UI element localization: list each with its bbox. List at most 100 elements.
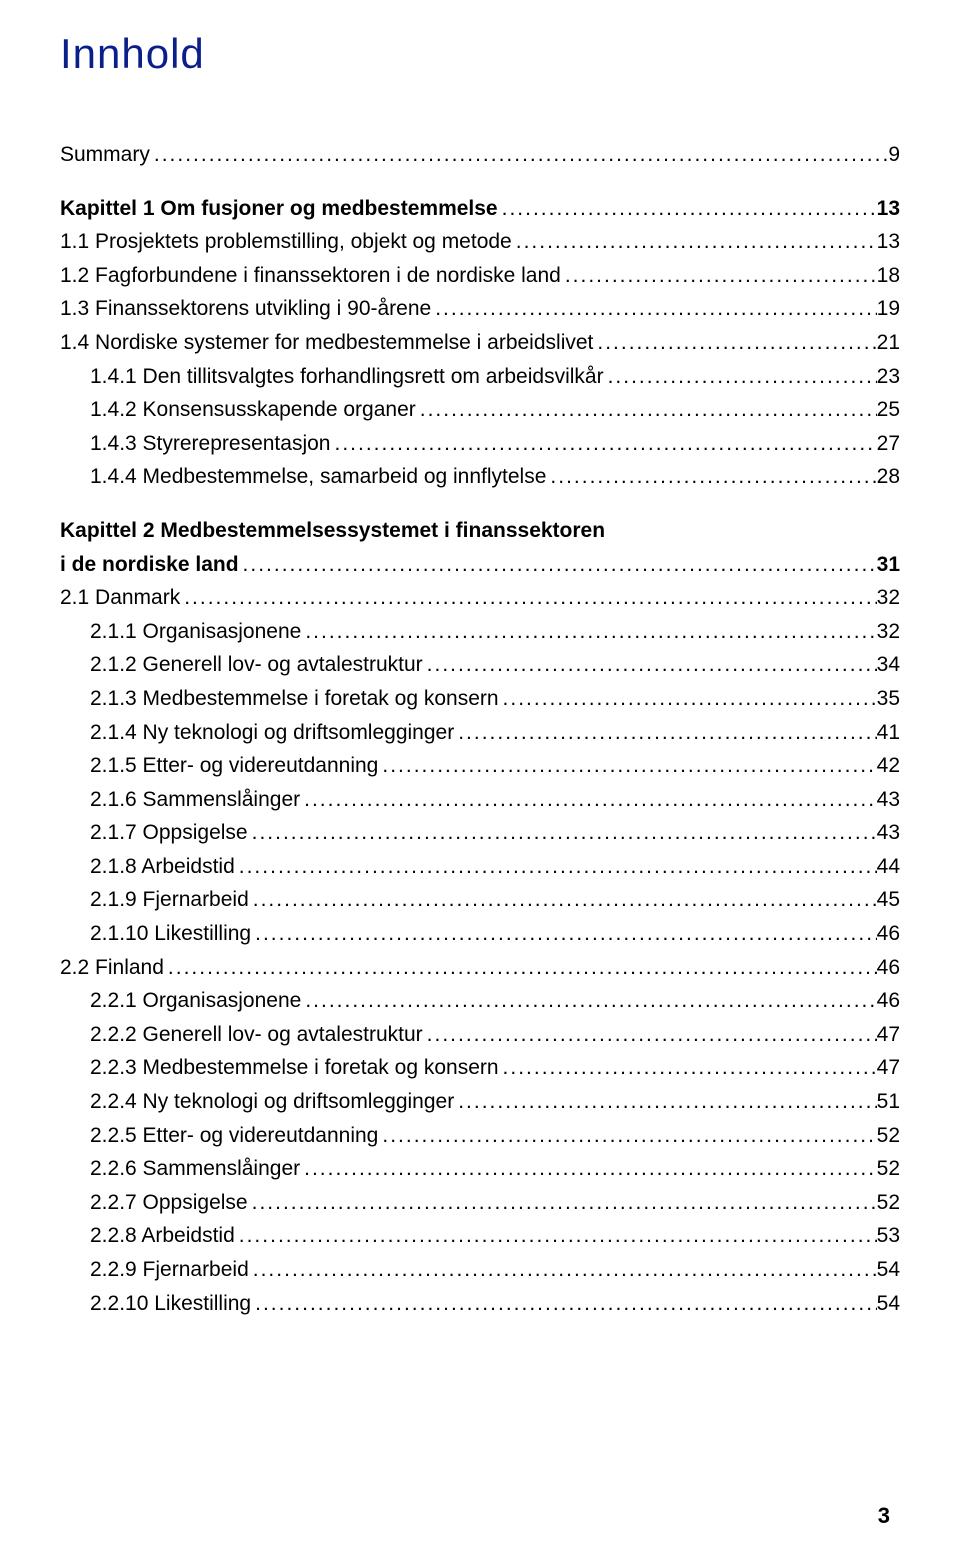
toc-label: 1.4.3 Styrerepresentasjon bbox=[90, 427, 330, 461]
toc-entry: 2.1.7 Oppsigelse43 bbox=[60, 816, 900, 850]
toc-page: 53 bbox=[877, 1219, 900, 1253]
toc-entry: 1.4.2 Konsensusskapende organer 25 bbox=[60, 393, 900, 427]
toc-page: 13 bbox=[877, 192, 900, 226]
toc-page: 31 bbox=[877, 548, 900, 582]
toc-dots bbox=[235, 1219, 877, 1253]
toc-label: 2.2.1 Organisasjonene bbox=[90, 984, 301, 1018]
toc-page: 52 bbox=[877, 1152, 900, 1186]
toc-page: 46 bbox=[877, 951, 900, 985]
toc-label: 1.4.4 Medbestemmelse, samarbeid og innfl… bbox=[90, 460, 546, 494]
toc-page: 28 bbox=[877, 460, 900, 494]
toc-page: 52 bbox=[877, 1186, 900, 1220]
toc-entry: 1.4 Nordiske systemer for medbestemmelse… bbox=[60, 326, 900, 360]
toc-dots bbox=[248, 1186, 877, 1220]
toc-entry: 2.2.9 Fjernarbeid54 bbox=[60, 1253, 900, 1287]
toc-entry: 2.1.1 Organisasjonene32 bbox=[60, 615, 900, 649]
toc-page: 19 bbox=[877, 292, 900, 326]
toc-label: i de nordiske land bbox=[60, 548, 239, 582]
toc-page: 35 bbox=[877, 682, 900, 716]
toc-label: 2.2.5 Etter- og videreutdanning bbox=[90, 1119, 378, 1153]
toc-label: 1.3 Finanssektorens utvikling i 90-årene bbox=[60, 292, 431, 326]
toc-dots bbox=[423, 1018, 877, 1052]
toc-entry: 2.1.9 Fjernarbeid 45 bbox=[60, 883, 900, 917]
toc-entry: 2.1.6 Sammenslåinger 43 bbox=[60, 783, 900, 817]
toc-label: 2.2.3 Medbestemmelse i foretak og konser… bbox=[90, 1051, 499, 1085]
page-title: Innhold bbox=[60, 30, 900, 78]
toc-heading-line1: Kapittel 2 Medbestemmelsessystemet i fin… bbox=[60, 514, 900, 548]
toc-entry: 2.2.1 Organisasjonene46 bbox=[60, 984, 900, 1018]
toc-entry: 2.2.8 Arbeidstid53 bbox=[60, 1219, 900, 1253]
toc-heading: Kapittel 1 Om fusjoner og medbestemmelse… bbox=[60, 192, 900, 226]
toc-dots bbox=[239, 548, 877, 582]
toc-label: 2.2.10 Likestilling bbox=[90, 1287, 251, 1321]
toc-dots bbox=[301, 615, 876, 649]
toc-page: 32 bbox=[877, 615, 900, 649]
toc-dots bbox=[300, 1152, 877, 1186]
toc-entry: 1.2 Fagforbundene i finanssektoren i de … bbox=[60, 259, 900, 293]
toc-label: 1.1 Prosjektets problemstilling, objekt … bbox=[60, 225, 512, 259]
toc-dots bbox=[249, 1253, 877, 1287]
toc-dots bbox=[180, 581, 876, 615]
toc-label: 2.1.6 Sammenslåinger bbox=[90, 783, 300, 817]
toc-dots bbox=[249, 883, 877, 917]
spacer bbox=[60, 172, 900, 192]
toc-page: 47 bbox=[877, 1018, 900, 1052]
toc-container: Summary9 Kapittel 1 Om fusjoner og medbes… bbox=[60, 138, 900, 1320]
toc-label: 2.1.7 Oppsigelse bbox=[90, 816, 248, 850]
toc-dots bbox=[235, 850, 877, 884]
toc-page: 45 bbox=[877, 883, 900, 917]
toc-page: 27 bbox=[877, 427, 900, 461]
toc-page: 43 bbox=[877, 783, 900, 817]
toc-label: 2.1.2 Generell lov- og avtalestruktur bbox=[90, 648, 423, 682]
toc-entry: 2.2 Finland46 bbox=[60, 951, 900, 985]
toc-heading: i de nordiske land 31 bbox=[60, 548, 900, 582]
toc-dots bbox=[164, 951, 877, 985]
toc-label: 2.1.8 Arbeidstid bbox=[90, 850, 235, 884]
document-page: Innhold Summary9 Kapittel 1 Om fusjoner o… bbox=[0, 0, 960, 1549]
toc-dots bbox=[330, 427, 876, 461]
toc-entry: 2.1.4 Ny teknologi og driftsomlegginger4… bbox=[60, 716, 900, 750]
toc-entry: 2.1.2 Generell lov- og avtalestruktur34 bbox=[60, 648, 900, 682]
toc-dots bbox=[416, 393, 877, 427]
toc-page: 42 bbox=[877, 749, 900, 783]
toc-entry: 1.3 Finanssektorens utvikling i 90-årene… bbox=[60, 292, 900, 326]
toc-dots bbox=[300, 783, 877, 817]
toc-label: 1.4.2 Konsensusskapende organer bbox=[90, 393, 416, 427]
toc-entry: 2.1.10 Likestilling46 bbox=[60, 917, 900, 951]
toc-dots bbox=[378, 749, 876, 783]
toc-dots bbox=[423, 648, 877, 682]
toc-dots bbox=[499, 1051, 877, 1085]
toc-dots bbox=[431, 292, 876, 326]
toc-entry: 2.1.5 Etter- og videreutdanning 42 bbox=[60, 749, 900, 783]
toc-label: 2.1.9 Fjernarbeid bbox=[90, 883, 249, 917]
toc-label: 2.2.7 Oppsigelse bbox=[90, 1186, 248, 1220]
toc-label: 2.1.3 Medbestemmelse i foretak og konser… bbox=[90, 682, 499, 716]
toc-page: 13 bbox=[877, 225, 900, 259]
toc-entry: 1.1 Prosjektets problemstilling, objekt … bbox=[60, 225, 900, 259]
toc-page: 23 bbox=[877, 360, 900, 394]
toc-dots bbox=[499, 682, 877, 716]
toc-entry: 1.4.4 Medbestemmelse, samarbeid og innfl… bbox=[60, 460, 900, 494]
toc-dots bbox=[378, 1119, 876, 1153]
toc-label: 2.2.4 Ny teknologi og driftsomlegginger bbox=[90, 1085, 454, 1119]
toc-page: 32 bbox=[877, 581, 900, 615]
toc-page: 21 bbox=[877, 326, 900, 360]
toc-entry: Summary9 bbox=[60, 138, 900, 172]
toc-dots bbox=[251, 1287, 877, 1321]
toc-label: 2.1.4 Ny teknologi og driftsomlegginger bbox=[90, 716, 454, 750]
toc-label: 2.1 Danmark bbox=[60, 581, 180, 615]
toc-dots bbox=[561, 259, 877, 293]
toc-entry: 2.2.6 Sammenslåinger 52 bbox=[60, 1152, 900, 1186]
toc-label: 2.2.9 Fjernarbeid bbox=[90, 1253, 249, 1287]
toc-entry: 2.2.2 Generell lov- og avtalestruktur47 bbox=[60, 1018, 900, 1052]
toc-label: 2.2.6 Sammenslåinger bbox=[90, 1152, 300, 1186]
toc-dots bbox=[546, 460, 876, 494]
toc-entry: 2.2.5 Etter- og videreutdanning52 bbox=[60, 1119, 900, 1153]
toc-label: 1.4 Nordiske systemer for medbestemmelse… bbox=[60, 326, 593, 360]
toc-label: Summary bbox=[60, 138, 150, 172]
toc-dots bbox=[251, 917, 877, 951]
toc-entry: 2.2.10 Likestilling54 bbox=[60, 1287, 900, 1321]
toc-dots bbox=[150, 138, 888, 172]
toc-page: 25 bbox=[877, 393, 900, 427]
toc-label: 2.1.5 Etter- og videreutdanning bbox=[90, 749, 378, 783]
